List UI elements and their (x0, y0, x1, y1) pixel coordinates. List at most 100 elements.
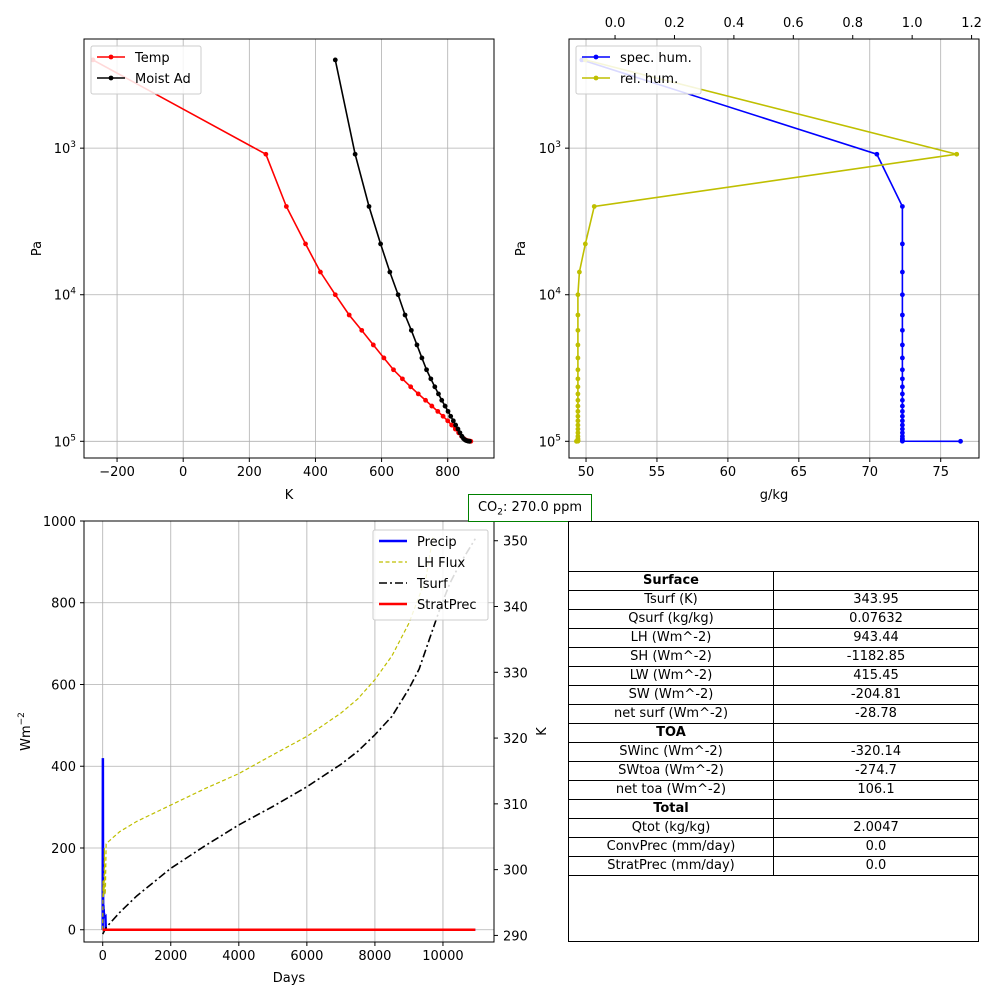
p1-legend-marker (108, 54, 114, 60)
p3-xtick-label: 10000 (422, 949, 463, 964)
p1-series-moist-ad-point (439, 397, 445, 403)
co2-annotation: CO2: 270.0 ppm (468, 494, 592, 522)
p2-series-spec-hum-point (899, 438, 905, 444)
humidity-profile-chart: 50 55 60 65 70 75 0.0 0.2 0.4 0.6 0.8 1.0 1.2 103 104 1… (514, 16, 982, 503)
p1-ytick-label: 104 (54, 287, 77, 304)
p2-series-rel-hum-point (575, 355, 581, 361)
p1-series-moist-ad-point (424, 367, 429, 373)
table-cell-value: 415.45 (773, 666, 979, 686)
p1-series-moist-ad-point (457, 430, 463, 436)
p1-ytick-label: 103 (54, 140, 76, 157)
p1-series-moist-ad-point (448, 413, 454, 419)
p2-series-spec-hum-point (899, 367, 905, 373)
table-row: SW (Wm^-2) -204.81 (568, 685, 979, 705)
table-cell-label: SW (Wm^-2) (568, 685, 774, 705)
p2-series-rel-hum-point (954, 151, 960, 157)
table-cell-value: 0.0 (773, 837, 979, 857)
table-cell-value: 0.07632 (773, 609, 979, 629)
p1-series-moist-ad-point (450, 418, 456, 424)
table-cell-label: Qtot (kg/kg) (568, 818, 774, 838)
table-row: LH (Wm^-2) 943.44 (568, 628, 979, 648)
p3-y2tick-label: 340 (503, 601, 528, 616)
table-cell-label: Total (568, 799, 774, 819)
p1-legend-label: Moist Ad (135, 72, 191, 87)
p2-series-spec-hum-point (899, 355, 905, 361)
p3-xtick-label: 8000 (358, 949, 391, 964)
p2-top-xtick-label: 0.8 (842, 16, 863, 31)
table-cell-value: -320.14 (773, 742, 979, 762)
p2-series-rel-hum-point (575, 327, 581, 333)
table-cell-label: Surface (568, 571, 774, 591)
table-row: ConvPrec (mm/day) 0.0 (568, 837, 979, 857)
p2-series-spec-hum-point (899, 376, 905, 382)
p2-xtick-label: 50 (578, 465, 595, 480)
p1-series-moist-ad-point (402, 312, 408, 318)
p2-xtick-label: 75 (932, 465, 949, 480)
p3-legend: Precip LH Flux Tsurf StratPrec (372, 529, 489, 621)
p1-series-temp-point (303, 241, 308, 247)
p2-series-spec-hum-point (899, 292, 905, 298)
p1-xtick-label: 600 (369, 465, 394, 480)
p1-series-moist-ad-point (387, 269, 393, 275)
table-cell-label: Qsurf (kg/kg) (568, 609, 774, 629)
table-row: Tsurf (K) 343.95 (568, 590, 979, 610)
p2-series-spec-hum-point (899, 413, 905, 419)
p2-series-spec-hum-point (899, 403, 905, 409)
table-cell-value (773, 723, 979, 743)
p3-y2tick-label: 290 (503, 929, 528, 944)
p3-legend-box (372, 529, 489, 621)
p1-series-temp-point (449, 422, 455, 428)
p3-series-group (101, 537, 476, 935)
p1-legend-box (90, 45, 202, 95)
p2-series-spec-hum-point (899, 384, 905, 390)
p1-series-moist-ad-point (414, 342, 420, 348)
p2-series-rel-hum-point (575, 418, 581, 424)
p1-series-moist-ad-point (436, 391, 441, 397)
p2-series-spec-hum-point (899, 241, 905, 247)
p2-xtick-label: 65 (791, 465, 808, 480)
p2-ytick-label: 104 (539, 287, 562, 304)
p2-series-rel-hum-point (591, 204, 597, 209)
temperature-profile-chart: −200 0 200 400 600 800 103 104 105 K Pa Temp Moist A… (30, 38, 495, 503)
p2-xtick-label: 60 (720, 465, 737, 480)
p1-series-temp-point (346, 312, 352, 318)
p2-series-rel-hum-point (575, 430, 581, 436)
p2-top-xtick-label: 1.2 (961, 16, 982, 31)
p1-xtick-label: 800 (435, 465, 460, 480)
table-row: net surf (Wm^-2) -28.78 (568, 704, 979, 724)
table-row: Qtot (kg/kg) 2.0047 (568, 818, 979, 838)
p2-series-rel-hum-point (575, 403, 581, 409)
table-row: SWtoa (Wm^-2) -274.7 (568, 761, 979, 781)
p2-series-rel-hum-point (575, 397, 581, 403)
table-cell-label: LW (Wm^-2) (568, 666, 774, 686)
p2-series-rel-hum-point (575, 408, 581, 414)
p2-top-xtick-label: 0.2 (664, 16, 685, 31)
p2-xtick-label: 55 (649, 465, 666, 480)
p1-series-temp-point (263, 151, 269, 157)
co2-value: : 270.0 ppm (503, 500, 583, 515)
p1-xtick-label: 200 (237, 465, 262, 480)
p1-xtick-label: 0 (179, 465, 187, 480)
p2-series-rel-hum-point (574, 438, 579, 444)
table-cell-value: 106.1 (773, 780, 979, 800)
co2-label: CO (477, 500, 498, 515)
p1-series-temp-point (283, 204, 289, 209)
p1-series-temp-point (435, 408, 441, 414)
p3-ytick-label: 0 (68, 924, 76, 939)
p3-frame (83, 520, 495, 943)
p3-series-tsurf-line (101, 538, 476, 935)
table-cell-value: -28.78 (773, 704, 979, 724)
diagnostics-table: Surface Tsurf (K) 343.95 Qsurf (kg/kg) 0.076… (568, 571, 979, 876)
p1-series-moist-ad-point (395, 292, 401, 298)
table-cell-label: SWinc (Wm^-2) (568, 742, 774, 762)
p1-ylabel: Pa (30, 241, 45, 256)
p2-series-rel-hum-point (575, 292, 581, 298)
p1-legend-label: Temp (134, 51, 170, 66)
p2-series-rel-hum-line (576, 59, 957, 443)
p1-series-moist-ad-point (352, 151, 358, 157)
p2-legend-label: rel. hum. (620, 72, 678, 87)
p2-series-spec-hum-point (899, 422, 905, 428)
table-row: SH (Wm^-2) -1182.85 (568, 647, 979, 667)
p2-series-spec-hum-point (899, 430, 905, 436)
p2-top-xtick-label: 1.0 (902, 16, 923, 31)
